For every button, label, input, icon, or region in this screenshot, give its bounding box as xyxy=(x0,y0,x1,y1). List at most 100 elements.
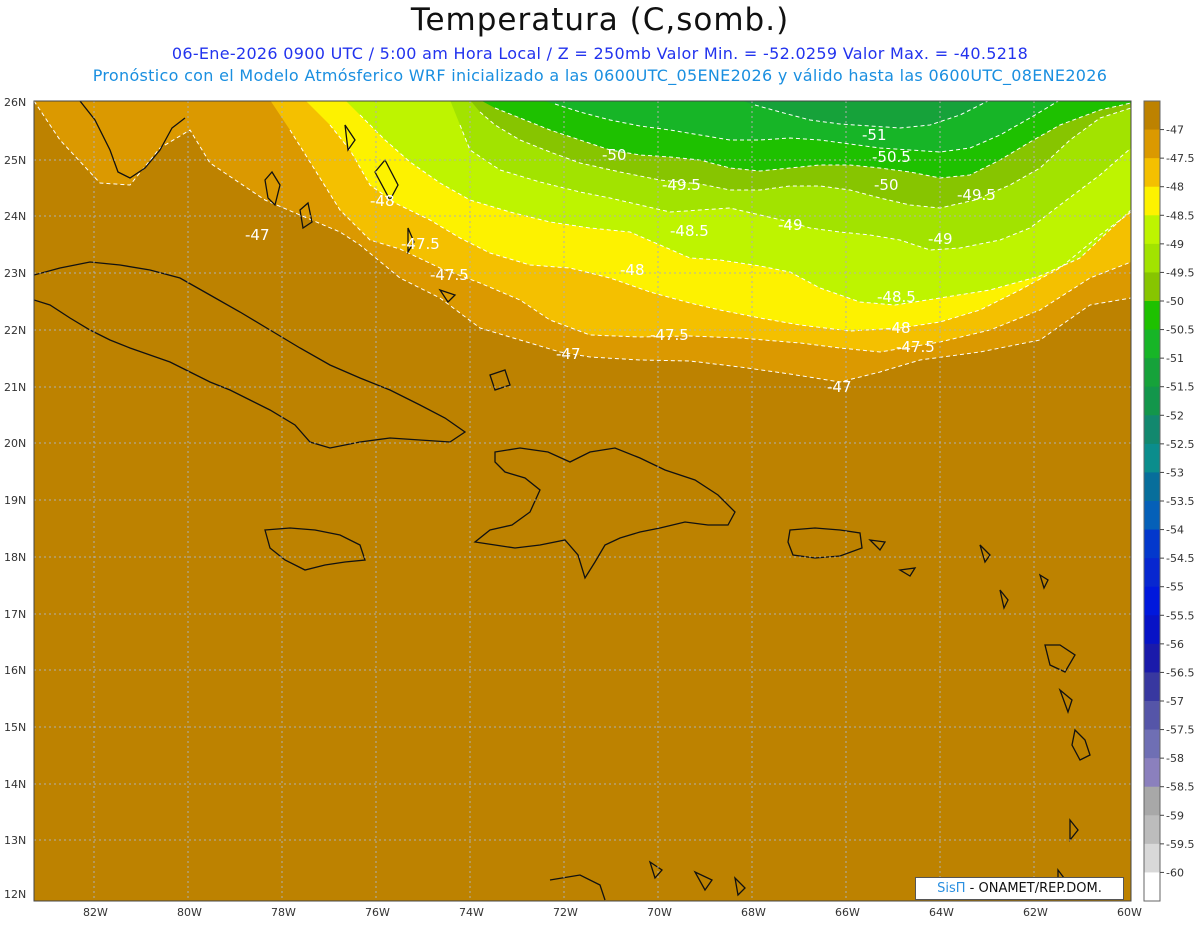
cuba-coast xyxy=(34,261,467,449)
colorbar-label: -56.5 xyxy=(1166,666,1194,679)
lat-label: 16N xyxy=(4,664,26,677)
lon-label: 66W xyxy=(835,906,860,919)
colorbar-swatch xyxy=(1144,615,1160,645)
contour-label: -47.5 xyxy=(650,326,689,344)
colorbar-label: -54.5 xyxy=(1166,552,1194,565)
lat-label: 24N xyxy=(4,210,26,223)
lat-label: 12N xyxy=(4,888,26,901)
colorbar-label: -49.5 xyxy=(1166,266,1194,279)
colorbar-swatch xyxy=(1144,843,1160,873)
colorbar-label: -49 xyxy=(1166,238,1184,251)
colorbar-swatch xyxy=(1144,529,1160,559)
colorbar-swatch xyxy=(1144,701,1160,731)
lat-label: 14N xyxy=(4,778,26,791)
colorbar-swatch xyxy=(1144,443,1160,473)
latitude-labels: 26N 25N 24N 23N 22N 21N 20N 19N 18N 17N … xyxy=(4,96,26,901)
colorbar-swatch xyxy=(1144,358,1160,388)
contour-label: -49 xyxy=(928,230,953,248)
colorbar-label: -58 xyxy=(1166,752,1184,765)
lon-label: 72W xyxy=(553,906,578,919)
credit-text: - ONAMET/REP.DOM. xyxy=(965,881,1102,896)
colorbar-swatch xyxy=(1144,215,1160,245)
forecast-time-line: 06-Ene-2026 0900 UTC / 5:00 am Hora Loca… xyxy=(171,44,1029,63)
colorbar-label: -56 xyxy=(1166,638,1184,651)
puerto-rico-coast xyxy=(787,527,863,559)
contour-label: -48 xyxy=(886,319,911,337)
chart-title: Temperatura (C,somb.) xyxy=(410,2,790,38)
colorbar-swatch xyxy=(1144,101,1160,131)
lon-label: 80W xyxy=(177,906,202,919)
contour-label: -47.5 xyxy=(401,235,440,253)
colorbar-label: -52.5 xyxy=(1166,438,1194,451)
colorbar-label: -58.5 xyxy=(1166,781,1194,794)
colorbar-label: -52 xyxy=(1166,409,1184,422)
colorbar-swatch xyxy=(1144,301,1160,331)
band-51 xyxy=(743,101,988,128)
contour-labels: -51 -50 -50.5 -49.5 -50 -49.5 -48 -48.5 … xyxy=(245,126,996,396)
colorbar-label: -55.5 xyxy=(1166,609,1194,622)
lat-label: 15N xyxy=(4,721,26,734)
bahamas-islands xyxy=(264,124,511,391)
colorbar-label: -48 xyxy=(1166,181,1184,194)
colorbar-label: -50 xyxy=(1166,295,1184,308)
colorbar-label: -48.5 xyxy=(1166,209,1194,222)
lat-label: 17N xyxy=(4,608,26,621)
lon-label: 62W xyxy=(1023,906,1048,919)
colorbar-swatch xyxy=(1144,472,1160,502)
contour-label: -47.5 xyxy=(430,266,469,284)
credit-box: SisΠ - ONAMET/REP.DOM. xyxy=(915,877,1124,900)
colorbar: -47 -47.5 -48 -48.5 -49 -49.5 -50 -50.5 -51 -51.5… xyxy=(1143,100,1194,902)
model-info-line: Pronóstico con el Modelo Atmósferico WRF… xyxy=(92,66,1108,85)
colorbar-label: -53 xyxy=(1166,466,1184,479)
hispaniola-coast xyxy=(473,447,736,580)
lat-label: 13N xyxy=(4,834,26,847)
contour-label: -47 xyxy=(827,378,852,396)
temperature-field xyxy=(34,101,1131,901)
colorbar-swatch xyxy=(1144,729,1160,759)
longitude-labels: 82W 80W 78W 76W 74W 72W 70W 68W 66W 64W … xyxy=(83,906,1142,919)
colorbar-label: -51 xyxy=(1166,352,1184,365)
contour-label: -51 xyxy=(862,126,887,144)
lat-label: 21N xyxy=(4,381,26,394)
contour-label: -50 xyxy=(602,146,627,164)
lon-label: 64W xyxy=(929,906,954,919)
colorbar-swatch xyxy=(1144,415,1160,445)
contour-label: -47 xyxy=(556,345,581,363)
contour-label: -49.5 xyxy=(662,176,701,194)
colorbar-swatch xyxy=(1144,386,1160,416)
colorbar-swatch xyxy=(1144,586,1160,616)
lon-label: 76W xyxy=(365,906,390,919)
colorbar-swatch xyxy=(1144,872,1160,902)
colorbar-swatch xyxy=(1144,329,1160,359)
colorbar-label: -57.5 xyxy=(1166,724,1194,737)
colorbar-swatch xyxy=(1144,758,1160,788)
colorbar-label: -55 xyxy=(1166,581,1184,594)
colorbar-swatch xyxy=(1144,243,1160,273)
colorbar-label: -59 xyxy=(1166,809,1184,822)
contour-lines xyxy=(34,101,1131,383)
colorbar-label: -50.5 xyxy=(1166,324,1194,337)
colorbar-swatch xyxy=(1144,643,1160,673)
lat-label: 18N xyxy=(4,551,26,564)
colorbar-label: -47.5 xyxy=(1166,152,1194,165)
contour-label: -47.5 xyxy=(896,338,935,356)
colorbar-swatch xyxy=(1144,558,1160,588)
lon-label: 74W xyxy=(459,906,484,919)
colorbar-swatch xyxy=(1144,158,1160,188)
contour-label: -49.5 xyxy=(957,186,996,204)
lat-label: 25N xyxy=(4,154,26,167)
contour-label: -50.5 xyxy=(872,148,911,166)
colorbar-label: -47 xyxy=(1166,124,1184,137)
lon-label: 60W xyxy=(1117,906,1142,919)
contour-label: -50 xyxy=(874,176,899,194)
colorbar-label: -53.5 xyxy=(1166,495,1194,508)
colorbar-swatch xyxy=(1144,272,1160,302)
colorbar-swatch xyxy=(1144,786,1160,816)
colorbar-label: -51.5 xyxy=(1166,381,1194,394)
colorbar-swatch xyxy=(1144,186,1160,216)
lat-label: 20N xyxy=(4,437,26,450)
contour-label: -47 xyxy=(245,226,270,244)
sispi-logo: SisΠ xyxy=(937,881,966,896)
colorbar-label: -59.5 xyxy=(1166,838,1194,851)
